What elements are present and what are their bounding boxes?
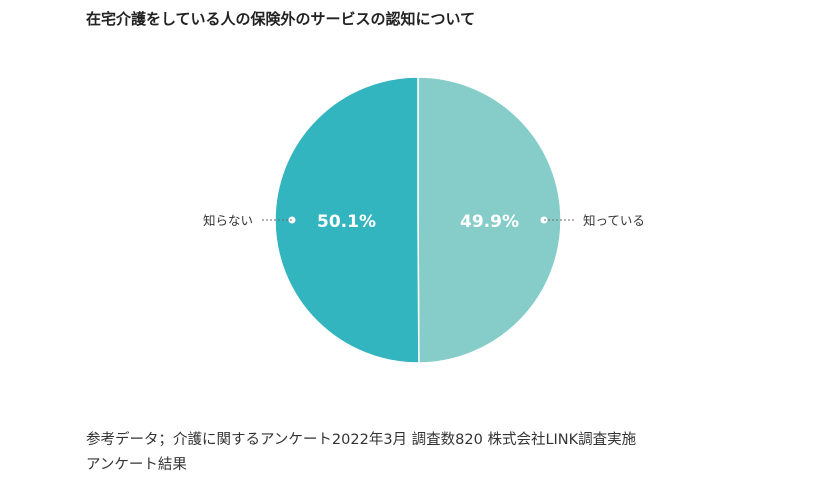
source-line-2: アンケート結果	[86, 457, 187, 473]
pie-data-label-known: 49.9%	[460, 212, 519, 232]
source-note: 参考データ；介護に関するアンケート2022年3月 調査数820 株式会社LINK…	[86, 428, 636, 478]
source-line-1: 参考データ；介護に関するアンケート2022年3月 調査数820 株式会社LINK…	[86, 432, 637, 448]
pie-labels: 49.9% 50.1%	[317, 212, 519, 232]
pie-data-label-unknown: 50.1%	[317, 212, 376, 232]
chart-title: 在宅介護をしている人の保険外のサービスの認知について	[86, 10, 476, 28]
pie-slices	[274, 76, 562, 364]
pie-callouts: 知っている 知らない	[203, 213, 645, 228]
category-label-unknown: 知らない	[203, 213, 253, 228]
category-label-known: 知っている	[583, 213, 645, 228]
